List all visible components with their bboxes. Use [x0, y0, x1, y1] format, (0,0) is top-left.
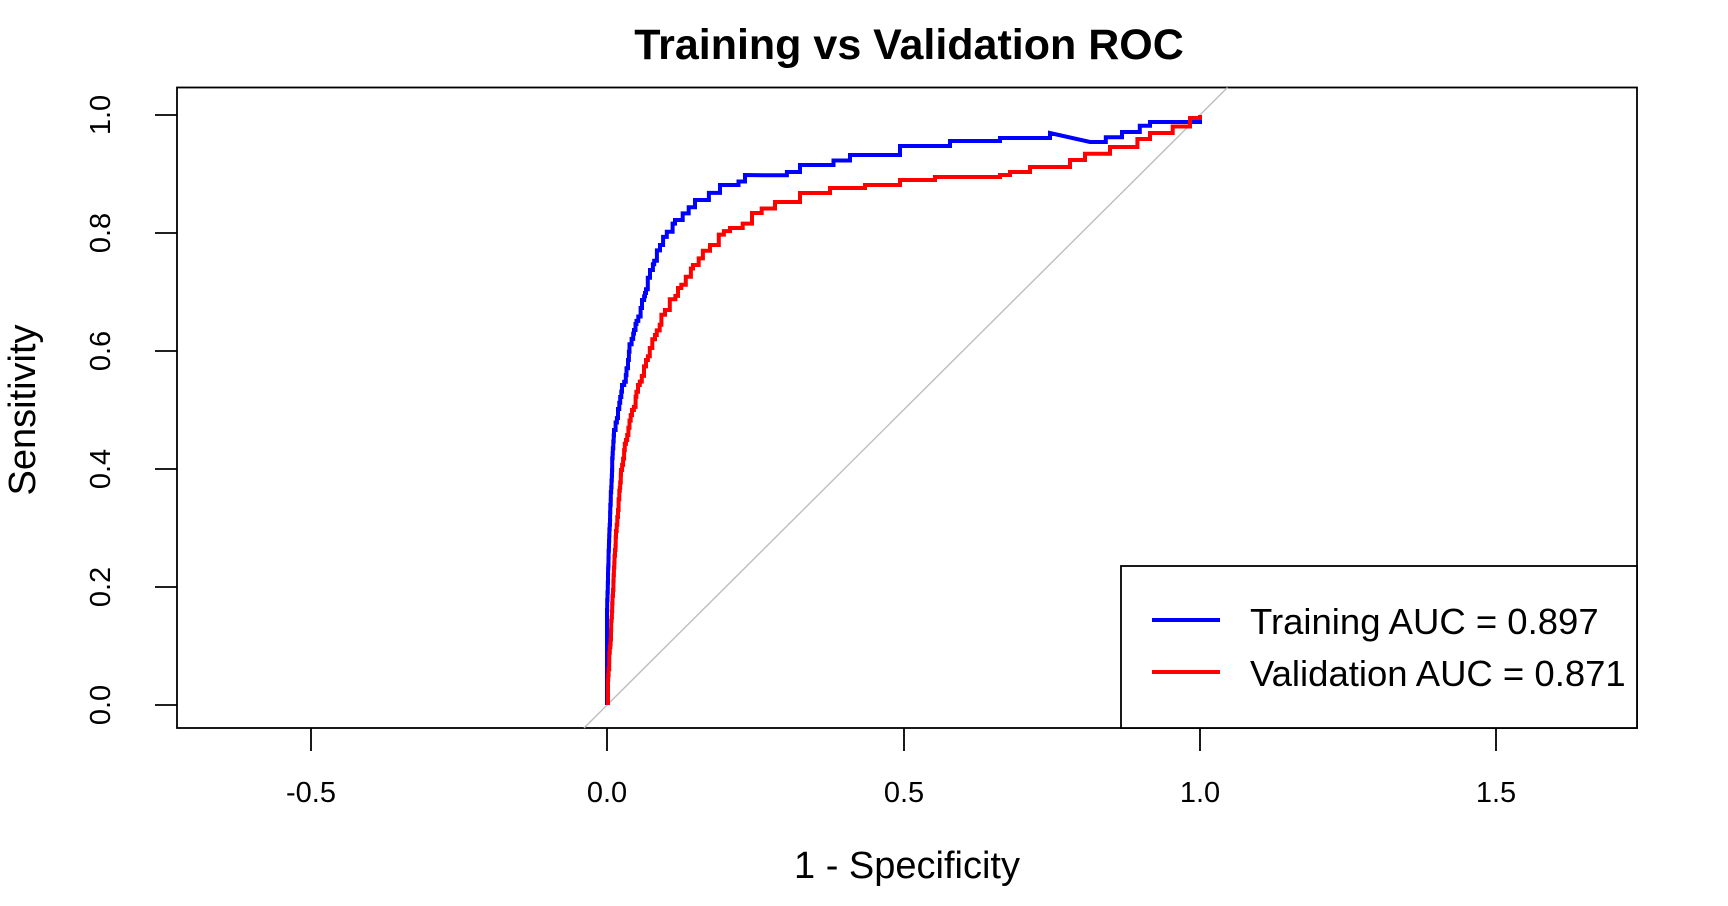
svg-text:Validation AUC = 0.871: Validation AUC = 0.871 — [1250, 653, 1626, 694]
svg-text:0.6: 0.6 — [85, 331, 117, 371]
svg-text:1.5: 1.5 — [1476, 777, 1516, 809]
svg-text:-0.5: -0.5 — [286, 777, 336, 809]
svg-text:0.8: 0.8 — [85, 213, 117, 253]
svg-text:0.2: 0.2 — [85, 567, 117, 607]
svg-text:1.0: 1.0 — [1180, 777, 1220, 809]
svg-text:0.0: 0.0 — [587, 777, 627, 809]
svg-text:Sensitivity: Sensitivity — [2, 324, 44, 495]
svg-text:Training AUC = 0.897: Training AUC = 0.897 — [1250, 601, 1599, 642]
svg-text:1.0: 1.0 — [85, 95, 117, 135]
svg-text:0.5: 0.5 — [884, 777, 924, 809]
svg-text:1 - Specificity: 1 - Specificity — [794, 845, 1020, 887]
svg-text:0.0: 0.0 — [85, 685, 117, 725]
svg-text:0.4: 0.4 — [85, 449, 117, 489]
